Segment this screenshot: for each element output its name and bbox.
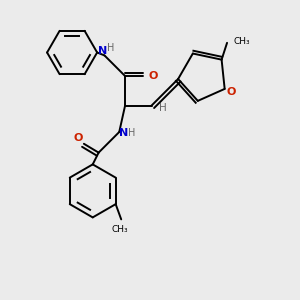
Text: H: H [159,103,167,113]
Text: N: N [119,128,128,139]
Text: H: H [128,128,135,138]
Text: CH₃: CH₃ [111,225,128,234]
Text: N: N [98,46,108,56]
Text: O: O [149,71,158,81]
Text: O: O [226,87,236,97]
Text: O: O [73,133,83,143]
Text: CH₃: CH₃ [233,37,250,46]
Text: H: H [107,43,115,53]
